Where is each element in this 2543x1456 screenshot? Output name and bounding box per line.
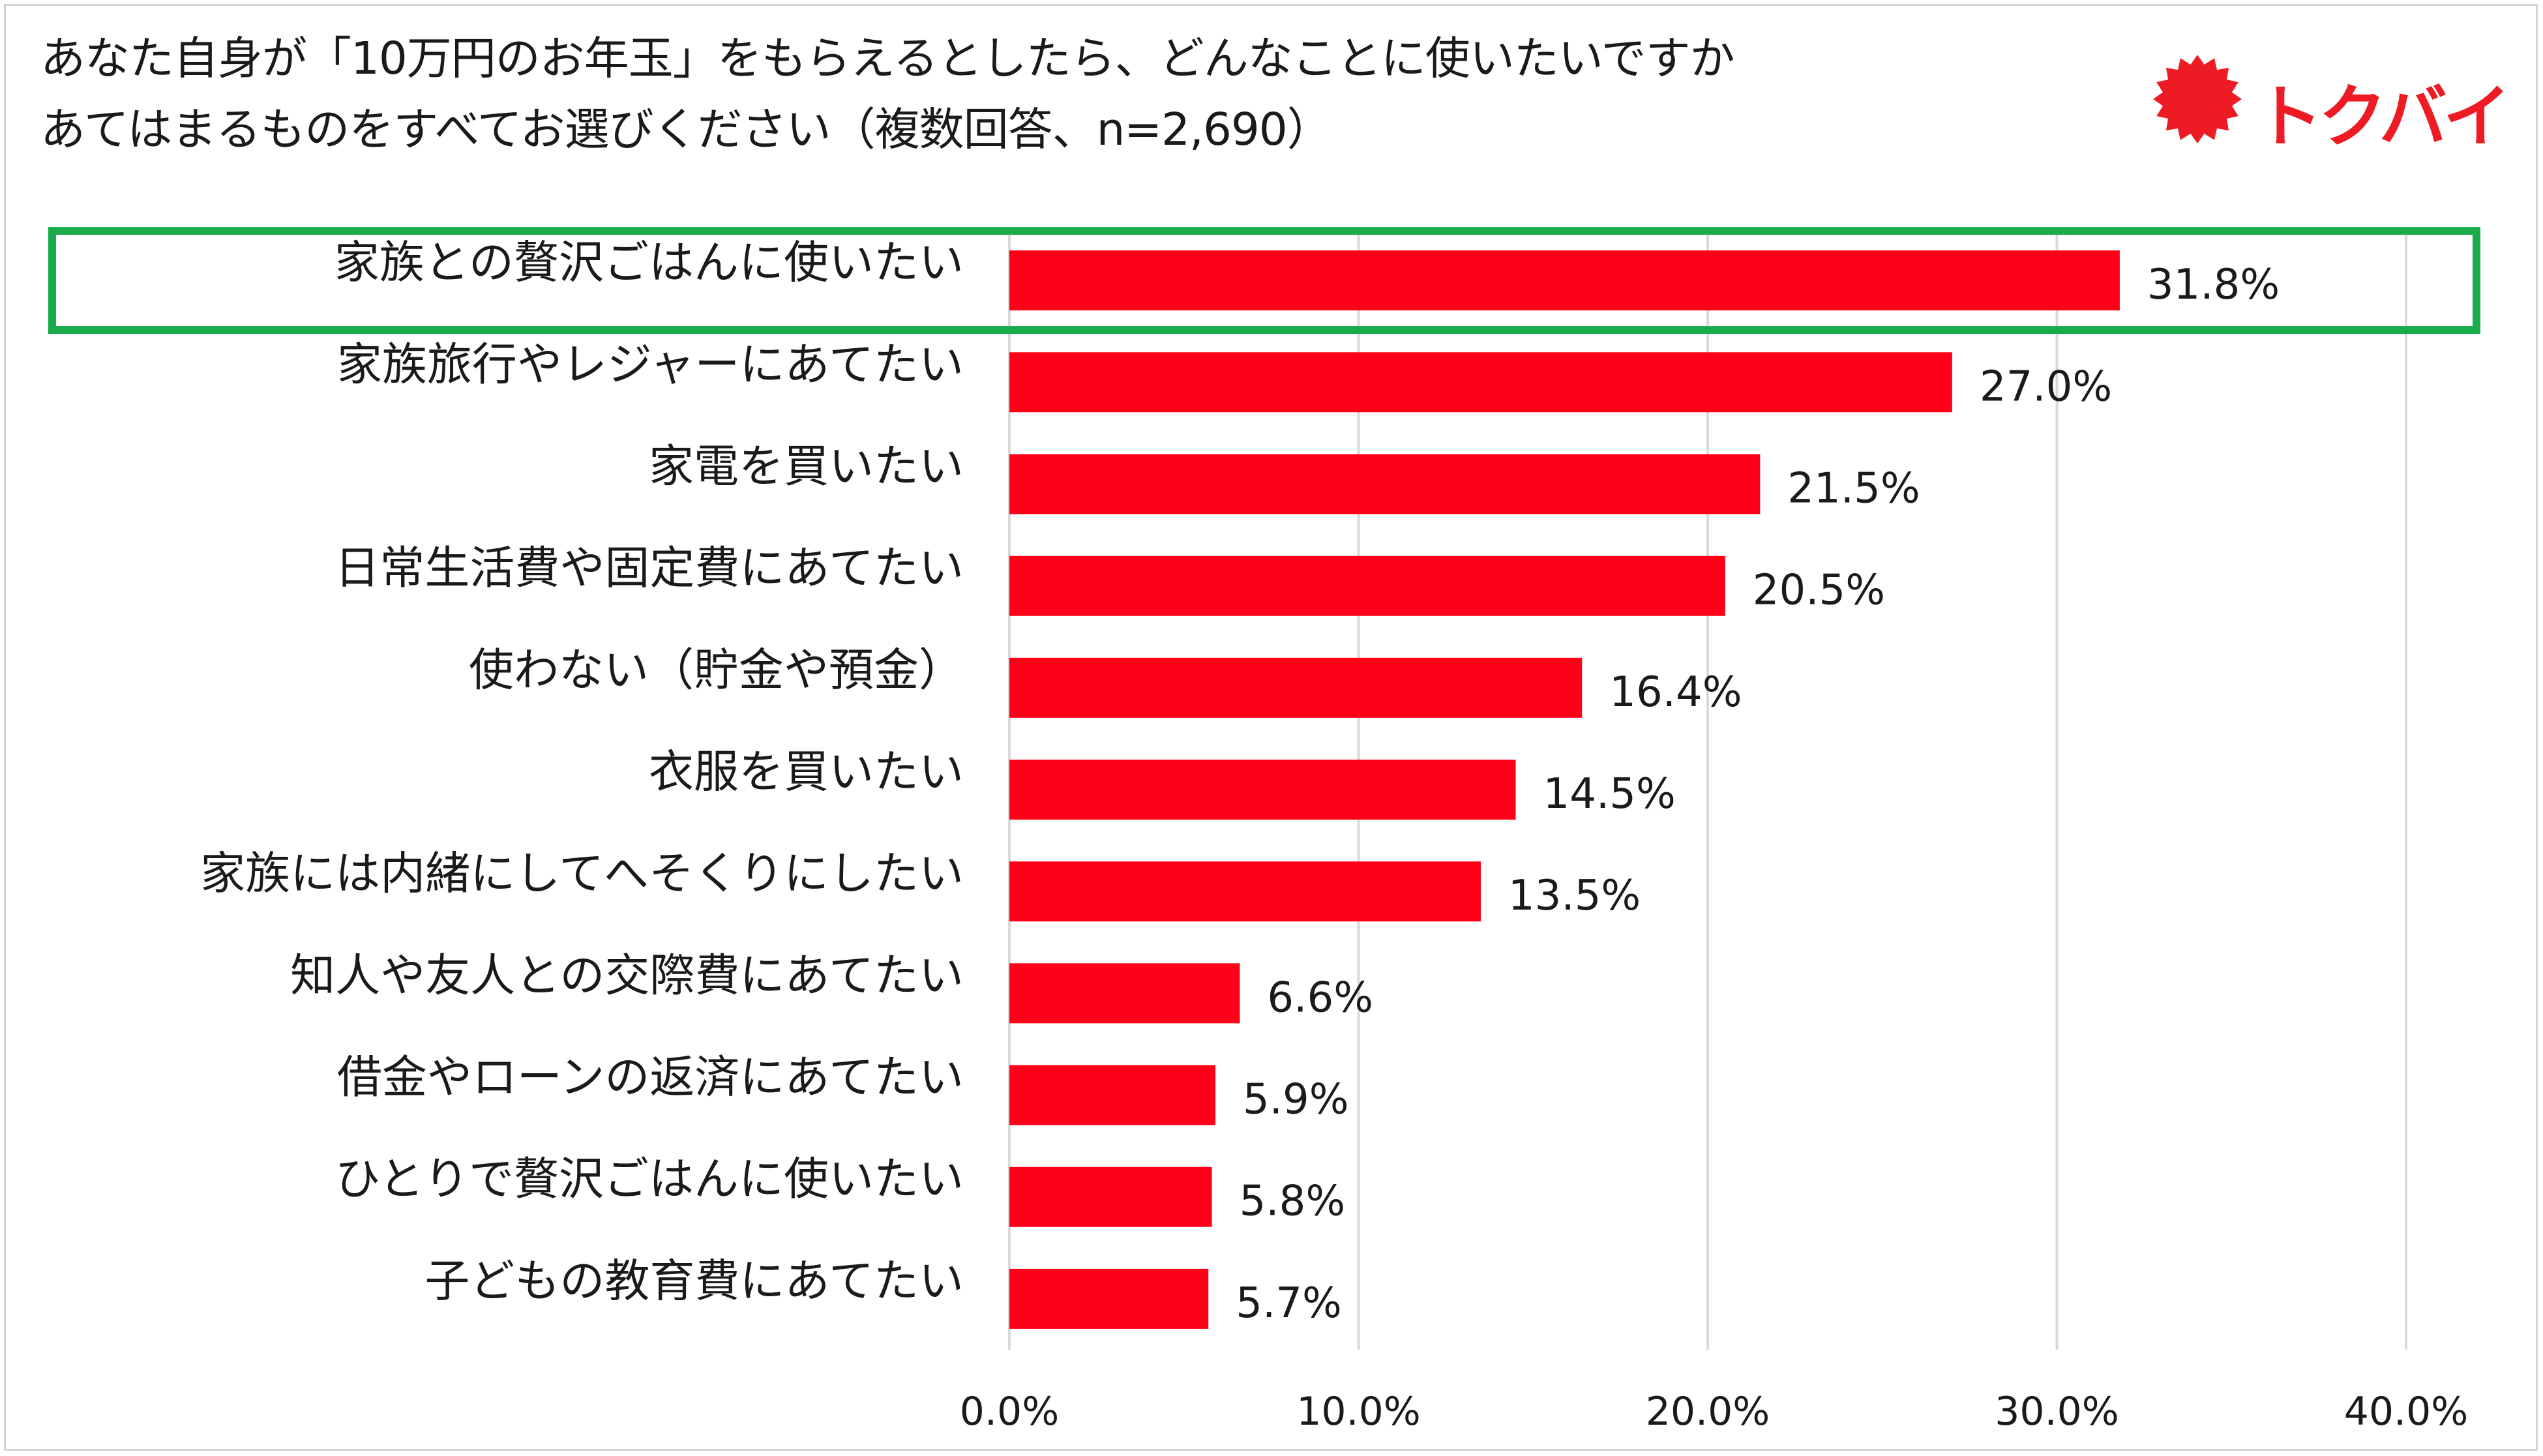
value-label: 21.5% — [1787, 464, 1920, 513]
bar — [1009, 556, 1725, 616]
x-tick-label: 30.0% — [1995, 1389, 2119, 1434]
value-label: 6.6% — [1267, 973, 1373, 1022]
value-label: 14.5% — [1543, 770, 1675, 818]
bar — [1009, 1166, 1212, 1227]
logo-text: トクバイ — [2255, 77, 2511, 156]
value-label: 5.7% — [1236, 1279, 1342, 1328]
chart-title-line2: あてはまるものをすべてお選びください（複数回答、n=2,690） — [40, 104, 1332, 156]
bar — [1009, 963, 1240, 1024]
bar — [1009, 760, 1516, 820]
bar — [1009, 250, 2120, 311]
category-label: 借金やローンの返済にあてたい — [337, 1052, 964, 1104]
value-label: 13.5% — [1508, 872, 1641, 920]
category-label: ひとりで贅沢ごはんに使いたい — [335, 1153, 964, 1206]
bar — [1009, 861, 1481, 922]
value-label: 16.4% — [1609, 668, 1742, 717]
x-tick-label: 0.0% — [960, 1389, 1059, 1434]
x-tick-label: 40.0% — [2344, 1389, 2469, 1434]
category-label: 家族旅行やレジャーにあてたい — [337, 338, 964, 391]
value-label: 20.5% — [1753, 567, 1885, 615]
bar — [1009, 657, 1583, 718]
category-label: 家族には内緒にしてへそくりにしたい — [200, 848, 964, 900]
category-label: 子どもの教育費にあてたい — [424, 1255, 964, 1307]
value-label: 5.8% — [1240, 1178, 1346, 1226]
chart-title-line1: あなた自身が「10万円のお年玉」をもらえるとしたら、どんなことに使いたいですか — [40, 33, 1735, 85]
category-label: 日常生活費や固定費にあてたい — [335, 542, 964, 595]
x-tick-label: 10.0% — [1296, 1389, 1421, 1434]
chart-frame — [4, 4, 2538, 1451]
category-label: 衣服を買いたい — [649, 746, 964, 798]
bar — [1009, 454, 1761, 514]
value-label: 31.8% — [2147, 261, 2280, 309]
bar — [1009, 352, 1952, 413]
x-tick-label: 20.0% — [1646, 1389, 1770, 1434]
bar — [1009, 1065, 1215, 1125]
red-burst-icon — [2153, 55, 2242, 143]
value-label: 27.0% — [1980, 363, 2112, 411]
value-label: 5.9% — [1243, 1076, 1349, 1124]
category-label: 知人や友人との交際費にあてたい — [290, 949, 964, 1002]
category-label: 家電を買いたい — [649, 440, 964, 492]
bar — [1009, 1268, 1209, 1329]
category-label: 家族との贅沢ごはんに使いたい — [335, 237, 964, 289]
highlight-box — [48, 227, 2480, 334]
category-label: 使わない（貯金や預金） — [469, 644, 964, 696]
